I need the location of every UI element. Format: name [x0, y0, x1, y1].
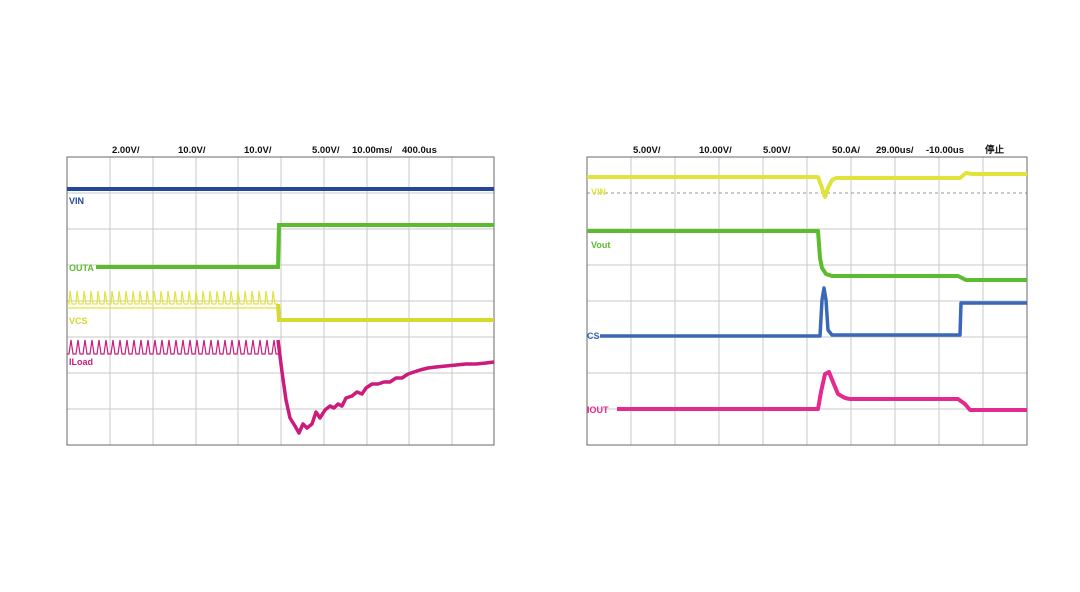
s2-header-2: 5.00V/	[763, 145, 791, 156]
s1-header-5: 400.0us	[402, 145, 437, 156]
s1-header-1: 10.0V/	[178, 145, 206, 156]
s2-header-0: 5.00V/	[633, 145, 661, 156]
s1-trace-vcs-pulses	[67, 290, 278, 305]
s1-header-3: 5.00V/	[312, 145, 340, 156]
s2-label-vout: Vout	[591, 240, 610, 250]
s1-label-vin: VIN	[69, 196, 84, 206]
s2-trace-cs	[600, 286, 1027, 338]
s1-header-2: 10.0V/	[244, 145, 272, 156]
s2-label-vin: VIN	[591, 187, 606, 197]
s1-header-0: 2.00V/	[112, 145, 140, 156]
s1-trace-iload	[276, 339, 495, 435]
s2-header-1: 10.00V/	[699, 145, 732, 156]
s2-header-stop: 停止	[985, 144, 1005, 156]
s2-label-cs: CS	[587, 331, 600, 341]
scope-left: 2.00V/ 10.0V/ 10.0V/ 5.00V/ 10.00ms/ 400…	[66, 145, 495, 446]
s2-label-iout: IOUT	[587, 405, 609, 415]
s2-trace-vin	[587, 171, 1027, 199]
s2-trace-vout	[587, 229, 1027, 282]
s1-label-iload: ILoad	[69, 357, 93, 367]
s2-header-4: 29.00us/	[876, 145, 914, 156]
scope-right: 5.00V/ 10.00V/ 5.00V/ 50.0A/ 29.00us/ -1…	[586, 144, 1028, 446]
s1-frame	[66, 156, 495, 446]
s1-trace-outa	[96, 223, 494, 269]
s1-label-outa: OUTA	[69, 263, 94, 273]
s1-label-vcs: VCS	[69, 316, 88, 326]
s2-header-5: -10.00us	[926, 145, 964, 156]
s1-trace-iload-pulses	[67, 339, 278, 355]
s2-frame	[586, 156, 1028, 446]
s1-header-4: 10.00ms/	[352, 145, 393, 156]
s1-grid	[67, 157, 494, 445]
s2-header-3: 50.0A/	[832, 145, 860, 156]
s2-trace-iout	[617, 370, 1027, 412]
s1-trace-vcs	[276, 303, 494, 322]
